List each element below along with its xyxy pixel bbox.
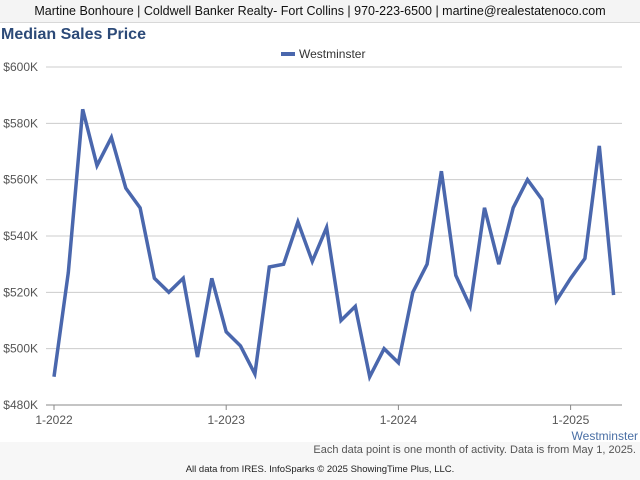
- data-point: [239, 344, 242, 347]
- footer-panel: [0, 442, 640, 480]
- data-point: [53, 375, 56, 378]
- data-point: [454, 274, 457, 277]
- data-point: [426, 263, 429, 266]
- data-point: [469, 305, 472, 308]
- data-point: [67, 271, 70, 274]
- data-point: [368, 375, 371, 378]
- y-tick-label: $540K: [3, 229, 38, 243]
- x-tick-label: 1-2023: [208, 413, 246, 427]
- header-contact-bar: Martine Bonhoure | Coldwell Banker Realt…: [0, 0, 640, 23]
- x-tick-label: 1-2022: [35, 413, 73, 427]
- data-point: [225, 330, 228, 333]
- y-tick-label: $520K: [3, 285, 38, 299]
- data-point: [583, 257, 586, 260]
- data-point: [296, 220, 299, 223]
- data-point: [153, 277, 156, 280]
- data-point: [96, 164, 99, 167]
- data-point: [325, 226, 328, 229]
- data-point: [440, 170, 443, 173]
- x-tick-label: 1-2025: [552, 413, 590, 427]
- data-point: [598, 144, 601, 147]
- data-point: [540, 198, 543, 201]
- data-point: [340, 319, 343, 322]
- data-point: [497, 263, 500, 266]
- data-point: [311, 260, 314, 263]
- data-point: [124, 187, 127, 190]
- footer-source: All data from IRES. InfoSparks © 2025 Sh…: [185, 464, 455, 475]
- data-point: [569, 277, 572, 280]
- data-point: [512, 206, 515, 209]
- y-tick-label: $480K: [3, 398, 38, 412]
- y-tick-label: $580K: [3, 116, 38, 130]
- data-point: [253, 373, 256, 376]
- data-point: [167, 291, 170, 294]
- series-label: Westminster: [571, 429, 638, 443]
- data-point: [210, 277, 213, 280]
- data-point: [110, 136, 113, 139]
- y-tick-label: $500K: [3, 342, 38, 356]
- data-point: [268, 265, 271, 268]
- data-point: [383, 347, 386, 350]
- data-point: [354, 305, 357, 308]
- data-point: [526, 178, 529, 181]
- data-point: [282, 263, 285, 266]
- data-point: [81, 108, 84, 111]
- data-point: [612, 294, 615, 297]
- series-line-westminster: [52, 108, 616, 383]
- chart-title: Median Sales Price: [1, 26, 146, 43]
- footer-note: Each data point is one month of activity…: [313, 444, 636, 456]
- x-tick-label: 1-2024: [380, 413, 418, 427]
- legend-label: Westminster: [299, 47, 365, 61]
- data-point: [411, 291, 414, 294]
- data-point: [196, 356, 199, 359]
- data-point: [555, 299, 558, 302]
- data-point: [397, 361, 400, 364]
- data-point: [483, 206, 486, 209]
- contact-line: Martine Bonhoure | Coldwell Banker Realt…: [34, 4, 606, 18]
- y-tick-label: $600K: [3, 60, 38, 74]
- data-point: [182, 277, 185, 280]
- y-tick-label: $560K: [3, 173, 38, 187]
- line-chart: $480K $500K $520K $540K $560K $580K $600K 1-202…: [3, 47, 622, 427]
- data-point: [139, 206, 142, 209]
